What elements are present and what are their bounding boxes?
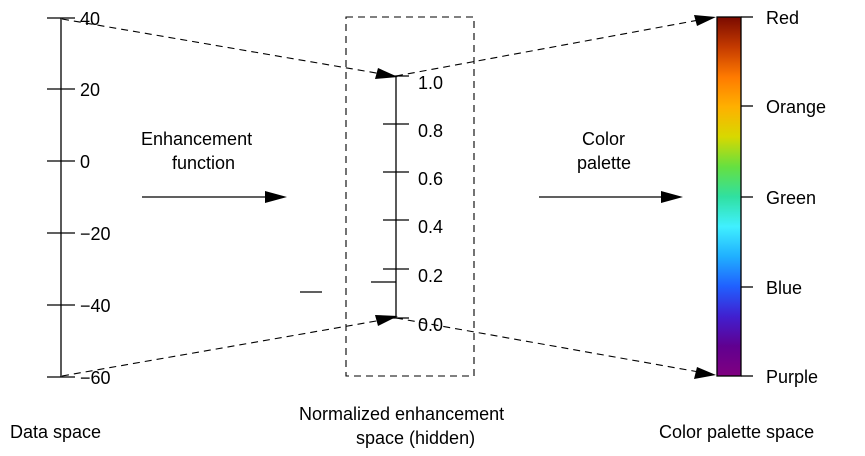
normalized-tick-label: 1.0 xyxy=(418,73,443,93)
mapping-arrowhead-top xyxy=(375,68,398,79)
data-tick-label: 0 xyxy=(80,152,90,172)
mapping-dash-top xyxy=(61,18,383,75)
mapping-dash-bottom xyxy=(61,319,383,377)
data-space-axis: 40 20 0 −20 −40 −60 Data space xyxy=(10,9,111,442)
palette-arrowhead-top xyxy=(694,15,716,26)
color-label-orange: Orange xyxy=(766,97,826,117)
color-label-purple: Purple xyxy=(766,367,818,387)
normalized-tick-label: 0.6 xyxy=(418,169,443,189)
palette-dash-bottom xyxy=(395,317,700,373)
enhancement-label: Enhancement xyxy=(141,129,252,149)
data-tick-label: 20 xyxy=(80,80,100,100)
color-label-blue: Blue xyxy=(766,278,802,298)
hidden-space-box xyxy=(345,16,475,377)
normalized-tick-label: 0.0 xyxy=(418,315,443,335)
mapping-arrowhead-bottom xyxy=(375,315,398,326)
color-palette-label: palette xyxy=(577,153,631,173)
color-palette-label: Color xyxy=(582,129,625,149)
palette-arrowhead xyxy=(661,191,683,203)
data-tick-label: 40 xyxy=(80,9,100,29)
data-tick-label: −20 xyxy=(80,224,111,244)
normalized-tick-label: 0.2 xyxy=(418,266,443,286)
enhancement-arrowhead xyxy=(265,191,287,203)
normalized-space-label: space (hidden) xyxy=(356,428,475,448)
color-label-green: Green xyxy=(766,188,816,208)
color-palette-space: Red Orange Green Blue Purple Color palet… xyxy=(659,8,826,442)
color-label-red: Red xyxy=(766,8,799,28)
normalized-tick-label: 0.4 xyxy=(418,217,443,237)
data-space-label: Data space xyxy=(10,422,101,442)
normalized-tick-label: 0.8 xyxy=(418,121,443,141)
data-tick-label: −40 xyxy=(80,296,111,316)
normalized-space-label: Normalized enhancement xyxy=(299,404,504,424)
enhancement-label: function xyxy=(172,153,235,173)
palette-dash-top xyxy=(395,19,700,77)
data-tick-label: −60 xyxy=(80,368,111,388)
color-bar xyxy=(717,17,741,376)
color-palette-space-label: Color palette space xyxy=(659,422,814,442)
normalized-space: 1.0 0.8 0.6 0.4 0.2 0.0 Normalized enhan… xyxy=(299,16,504,448)
palette-arrowhead-bottom xyxy=(694,367,716,379)
